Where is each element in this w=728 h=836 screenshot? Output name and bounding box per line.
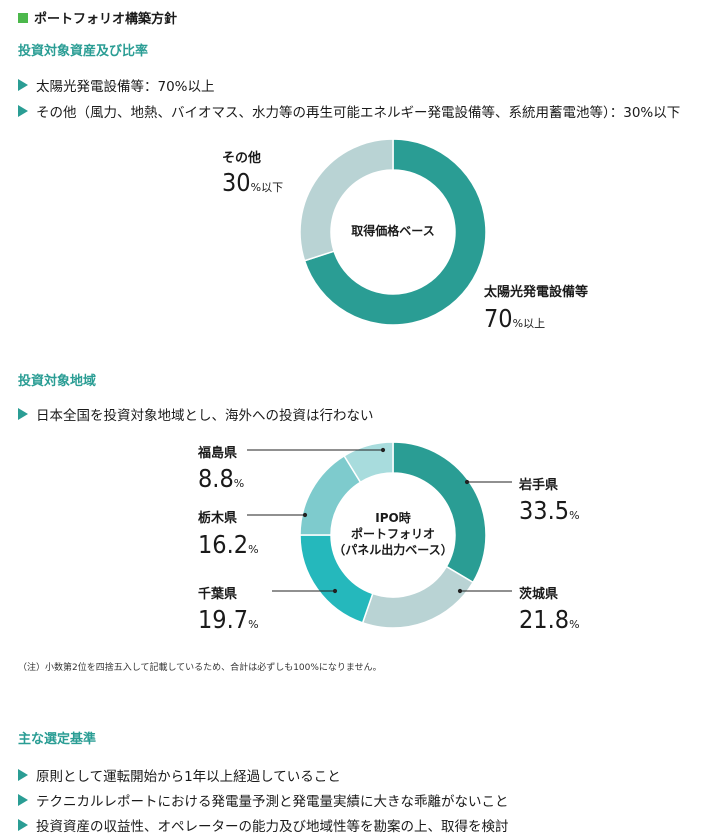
donut1-slices [299,138,487,326]
bullet-text: 太陽光発電設備等：70%以上 [36,79,215,95]
value-number: 33.5 [519,496,570,525]
donut1-value-solar: 70%以上 [484,306,545,331]
donut1-label-other: その他 [222,151,262,166]
slice-福島県 [343,441,394,484]
donut1-value-other-number: 30 [222,168,251,197]
donut2-label-chiba: 千葉県 [198,587,238,602]
slice-太陽光発電設備等 [303,138,487,326]
donut1-value-solar-unit: %以上 [512,317,546,330]
donut1-value-other: 30%以下 [222,170,283,195]
leader-dot-iwate [464,479,470,485]
donut2-value-tochigi: 16.2% [198,532,259,557]
triangle-bullet-icon [18,105,28,117]
bullet-criteria-3: 投資資産の収益性、オペレーターの能力及び地域性等を勘案の上、取得を検討 [18,815,509,835]
donut2-center-line1: IPO時 [375,511,411,525]
slice-岩手県 [392,441,487,584]
donut2-value-chiba: 19.7% [198,607,259,632]
leader-dot-tochigi [302,512,308,518]
donut2-center-label: IPO時 ポートフォリオ （パネル出力ベース） [328,510,458,559]
bullet-text: 投資資産の収益性、オペレーターの能力及び地域性等を勘案の上、取得を検討 [36,819,509,835]
bullet-solar-ratio: 太陽光発電設備等：70%以上 [18,75,215,95]
slice-茨城県 [361,565,475,629]
bullet-text: 日本全国を投資対象地域とし、海外への投資は行わない [36,408,374,424]
donut1-label-solar: 太陽光発電設備等 [484,285,589,300]
bullet-region: 日本全国を投資対象地域とし、海外への投資は行わない [18,404,374,424]
triangle-bullet-icon [18,408,28,420]
value-unit: % [248,618,259,631]
slice-その他 [299,138,394,262]
triangle-bullet-icon [18,79,28,91]
leader-dot-fukushima [380,447,386,453]
leader-dot-chiba [332,588,338,594]
value-unit: % [569,618,580,631]
bullet-text: その他（風力、地熱、バイオマス、水力等の再生可能エネルギー発電設備等、系統用蓄電… [36,105,681,121]
donut1-value-other-unit: %以下 [250,181,284,194]
donut2-center-line2: ポートフォリオ [350,527,435,542]
value-number: 21.8 [519,605,570,634]
section-heading-asset-ratio: 投資対象資産及び比率 [18,44,149,59]
value-number: 8.8 [198,464,234,493]
value-unit: % [248,543,259,556]
donut2-label-ibaraki: 茨城県 [519,587,559,602]
donut2-value-fukushima: 8.8% [198,466,244,491]
donut2-slices [299,441,487,629]
bullet-other-ratio: その他（風力、地熱、バイオマス、水力等の再生可能エネルギー発電設備等、系統用蓄電… [18,101,680,121]
triangle-bullet-icon [18,819,28,831]
triangle-bullet-icon [18,769,28,781]
section-heading-region: 投資対象地域 [18,374,97,389]
bullet-criteria-1: 原則として運転開始から1年以上経過していること [18,765,341,785]
bullet-criteria-2: テクニカルレポートにおける発電量予測と発電量実績に大きな乖離がないこと [18,790,509,810]
bullet-text: 原則として運転開始から1年以上経過していること [36,769,341,785]
value-number: 16.2 [198,530,249,559]
donut2-leader-lines [247,447,512,594]
bullet-text: テクニカルレポートにおける発電量予測と発電量実績に大きな乖離がないこと [36,794,509,810]
value-unit: % [569,509,580,522]
donut2-center-line3: （パネル出力ベース） [333,543,453,558]
triangle-bullet-icon [18,794,28,806]
donut2-label-iwate: 岩手県 [519,478,559,493]
title-marker-icon [18,12,28,23]
section-heading-criteria: 主な選定基準 [18,732,97,747]
value-unit: % [233,477,245,490]
page-title: ポートフォリオ構築方針 [18,8,177,27]
donut2-value-ibaraki: 21.8% [519,607,580,632]
donut2-label-tochigi: 栃木県 [198,511,238,526]
donut1-value-solar-number: 70 [484,304,513,333]
leader-dot-ibaraki [457,588,463,594]
donut1-center-label: 取得価格ベース [351,224,435,238]
donut2-value-iwate: 33.5% [519,498,580,523]
value-number: 19.7 [198,605,249,634]
footnote: （注）小数第2位を四捨五入して記載しているため、合計は必ずしも100%になりませ… [18,663,382,673]
donut2-label-fukushima: 福島県 [198,446,238,461]
page-title-text: ポートフォリオ構築方針 [34,12,178,27]
